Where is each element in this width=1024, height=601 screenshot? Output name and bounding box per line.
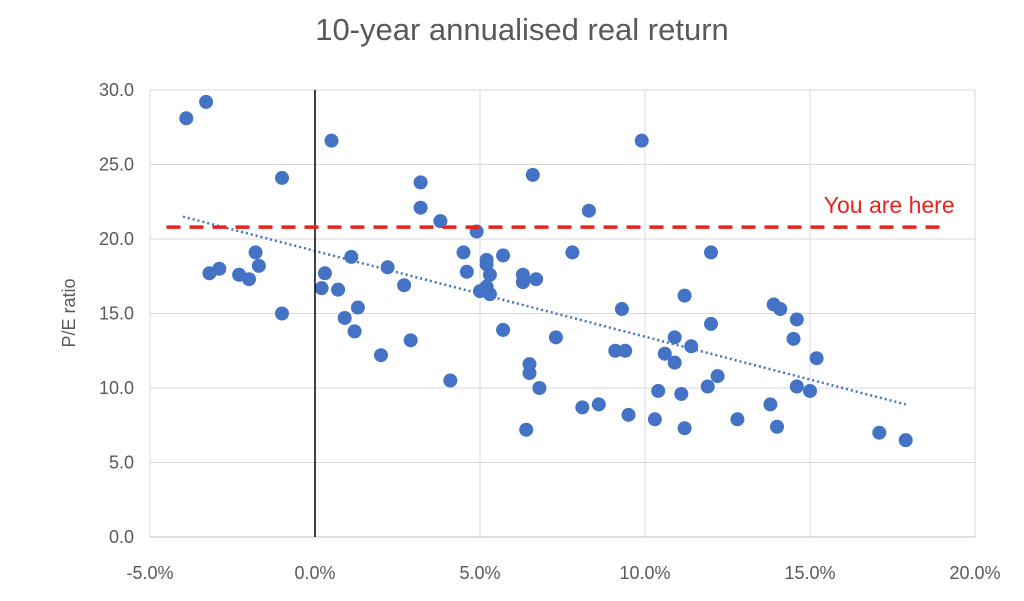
data-points (179, 94, 913, 448)
data-point (548, 330, 563, 345)
reference-line-label: You are here (824, 192, 955, 218)
data-point (710, 369, 725, 384)
data-point (581, 203, 596, 218)
x-tick-label: 0.0% (294, 563, 335, 583)
gridlines (149, 89, 976, 538)
y-tick-label: 25.0 (99, 155, 134, 175)
data-point (647, 412, 662, 427)
data-point (618, 343, 633, 358)
data-point (347, 324, 362, 339)
data-point (809, 351, 824, 366)
y-tick-label: 30.0 (99, 80, 134, 100)
data-point (898, 433, 913, 448)
data-point (529, 272, 544, 287)
data-point (525, 167, 540, 182)
data-point (242, 272, 256, 287)
data-point (651, 383, 666, 398)
data-point (443, 373, 458, 388)
x-axis-tick-labels: -5.0% 0.0% 5.0% 10.0% 15.0% 20.0% (126, 563, 1000, 583)
data-point (433, 214, 448, 229)
data-point (275, 306, 289, 321)
data-point (456, 245, 471, 260)
data-point (413, 200, 428, 215)
data-point (532, 381, 547, 395)
data-point (179, 111, 194, 126)
data-point (496, 322, 511, 337)
data-point (770, 419, 784, 434)
data-point (397, 278, 412, 293)
data-point (565, 245, 580, 260)
x-tick-label: 15.0% (784, 563, 835, 583)
data-point (621, 407, 636, 422)
y-tick-label: 20.0 (99, 229, 134, 249)
data-point (667, 330, 682, 345)
data-point (344, 249, 359, 264)
x-tick-label: -5.0% (126, 563, 173, 583)
x-tick-label: 10.0% (619, 563, 670, 583)
data-point (314, 281, 329, 296)
data-point (212, 261, 227, 276)
data-point (704, 245, 718, 260)
data-point (331, 282, 346, 297)
data-point (614, 302, 629, 317)
data-point (459, 264, 474, 279)
chart-title: 10-year annualised real return (315, 12, 729, 47)
data-point (684, 339, 699, 354)
data-point (657, 346, 672, 361)
y-tick-label: 5.0 (109, 453, 134, 473)
data-point (763, 397, 778, 412)
data-point (324, 133, 339, 148)
data-point (700, 379, 715, 394)
y-axis-title: P/E ratio (59, 278, 79, 347)
data-point (496, 248, 511, 263)
data-point (803, 383, 817, 398)
data-point (786, 331, 801, 346)
y-tick-label: 0.0 (109, 527, 134, 547)
data-point (667, 355, 682, 370)
data-point (248, 245, 263, 260)
data-point (677, 421, 692, 436)
data-point (704, 316, 718, 331)
data-point (872, 425, 887, 440)
y-axis-tick-labels: 0.0 5.0 10.0 15.0 20.0 25.0 30.0 (99, 80, 134, 547)
trendline (182, 215, 907, 406)
data-point (730, 412, 745, 427)
data-point (634, 133, 649, 148)
data-point (522, 357, 537, 372)
x-tick-label: 5.0% (459, 563, 500, 583)
data-point (482, 267, 497, 282)
x-tick-label: 20.0% (949, 563, 1000, 583)
data-point (515, 267, 530, 282)
data-point (251, 258, 266, 273)
data-point (591, 397, 606, 412)
data-point (773, 302, 788, 317)
data-point (413, 175, 428, 190)
data-point (677, 288, 692, 303)
y-tick-label: 15.0 (99, 304, 134, 324)
y-tick-label: 10.0 (99, 378, 134, 398)
data-point (575, 400, 590, 415)
data-point (789, 312, 804, 327)
data-point (350, 300, 365, 315)
data-point (608, 343, 623, 358)
data-point (374, 348, 388, 363)
data-point (789, 379, 804, 394)
data-point (275, 170, 289, 185)
data-point (199, 94, 214, 109)
data-point (317, 266, 332, 281)
data-point (519, 422, 534, 437)
data-point (403, 333, 418, 348)
data-point (674, 386, 689, 401)
data-point (337, 310, 352, 325)
